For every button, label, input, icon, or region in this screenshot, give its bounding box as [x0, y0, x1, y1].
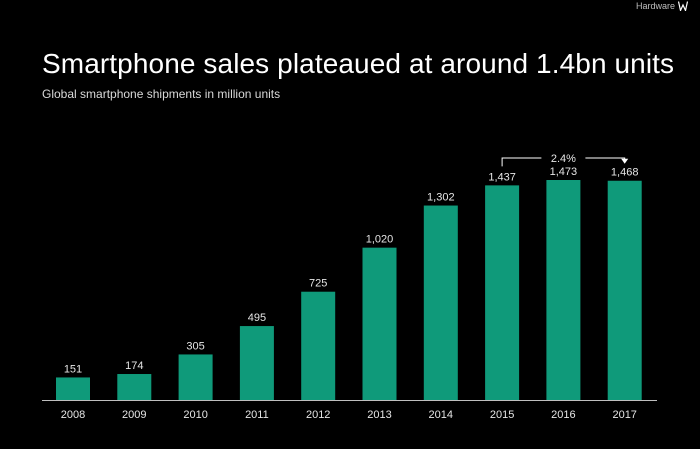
- data-label-2015: 1,437: [488, 171, 516, 183]
- bar-2009: [117, 374, 152, 400]
- x-tick-label-2016: 2016: [551, 409, 575, 421]
- chart-title: Smartphone sales plateaued at around 1.4…: [42, 48, 675, 79]
- annotation-label: 2.4%: [551, 153, 576, 165]
- data-label-2009: 174: [125, 360, 143, 372]
- data-label-2011: 495: [248, 312, 266, 324]
- data-label-2013: 1,020: [366, 234, 394, 246]
- x-tick-label-2009: 2009: [122, 409, 146, 421]
- brand: Hardware: [636, 0, 688, 12]
- data-label-2014: 1,302: [427, 192, 455, 204]
- data-label-2017: 1,468: [611, 167, 639, 179]
- x-tick-label-2010: 2010: [183, 409, 207, 421]
- x-tick-label-2015: 2015: [490, 409, 514, 421]
- bar-2013: [362, 247, 397, 400]
- x-tick-label-2014: 2014: [429, 409, 453, 421]
- chart-subtitle: Global smartphone shipments in million u…: [42, 87, 281, 101]
- x-tick-label-2013: 2013: [367, 409, 391, 421]
- x-tick-label-2017: 2017: [612, 409, 636, 421]
- data-label-2016: 1,473: [550, 166, 578, 178]
- bar-2017: [607, 180, 642, 400]
- bar-2012: [301, 291, 336, 400]
- bar-2016: [546, 180, 581, 400]
- annotation-arrowhead: [621, 158, 629, 164]
- x-tick-label-2011: 2011: [245, 409, 269, 421]
- data-label-2010: 305: [186, 340, 204, 352]
- bar-2008: [56, 377, 90, 400]
- data-label-2008: 151: [64, 363, 82, 375]
- bar-2011: [239, 326, 274, 400]
- data-label-2012: 725: [309, 278, 327, 290]
- brand-label: Hardware: [635, 1, 675, 11]
- x-tick-label-2012: 2012: [306, 409, 330, 421]
- annotation-bracket-right: [585, 157, 626, 160]
- bar-2010: [178, 354, 213, 400]
- annotation-bracket-left: [501, 157, 542, 167]
- x-tick-label-2008: 2008: [61, 409, 85, 421]
- bar-2014: [423, 205, 458, 400]
- bar-2015: [485, 185, 520, 400]
- w-logo-icon: [678, 1, 688, 11]
